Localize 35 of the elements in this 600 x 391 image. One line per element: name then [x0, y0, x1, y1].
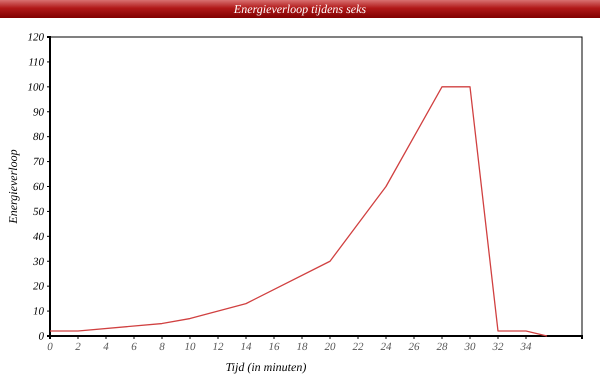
y-tick-label: 90: [33, 106, 44, 118]
x-tick-label: 24: [380, 340, 392, 353]
x-tick-label: 28: [436, 340, 448, 353]
y-tick-label: 0: [38, 330, 44, 343]
x-tick-label: 12: [212, 340, 224, 353]
y-tick-label: 120: [28, 32, 44, 44]
x-tick-label: 32: [492, 340, 504, 353]
y-tick-label: 40: [33, 230, 44, 243]
x-tick-label: 22: [352, 340, 364, 353]
x-tick-label: 8: [159, 340, 166, 353]
y-tick-label: 100: [28, 81, 44, 94]
y-axis-title: Energieverloop: [6, 149, 20, 225]
y-tick-label: 70: [33, 156, 44, 168]
x-tick-label: 0: [47, 340, 54, 353]
x-tick-label: 14: [240, 340, 252, 353]
y-tick-label: 20: [33, 280, 44, 293]
y-tick-label: 110: [28, 56, 44, 68]
x-tick-label: 20: [324, 340, 336, 353]
x-axis-title: Tijd (in minuten): [226, 360, 306, 374]
y-tick-label: 60: [33, 181, 44, 194]
x-tick-label: 4: [103, 340, 110, 353]
y-tick-label: 30: [32, 256, 44, 268]
x-tick-label: 26: [408, 340, 420, 353]
x-tick-label: 34: [520, 340, 532, 353]
x-tick-label: 18: [296, 340, 308, 353]
x-tick-label: 10: [184, 340, 196, 353]
line-series: [49, 86, 548, 337]
x-tick-label: 2: [75, 340, 82, 353]
y-tick-label: 80: [33, 131, 44, 144]
x-tick-label: 6: [131, 340, 138, 353]
x-tick-label: 16: [268, 340, 280, 353]
y-tick-label: 10: [33, 306, 44, 318]
chart-title: Energieverloop tijdens seks: [232, 2, 366, 16]
x-tick-label: 30: [464, 340, 476, 353]
y-tick-label: 50: [33, 206, 44, 218]
